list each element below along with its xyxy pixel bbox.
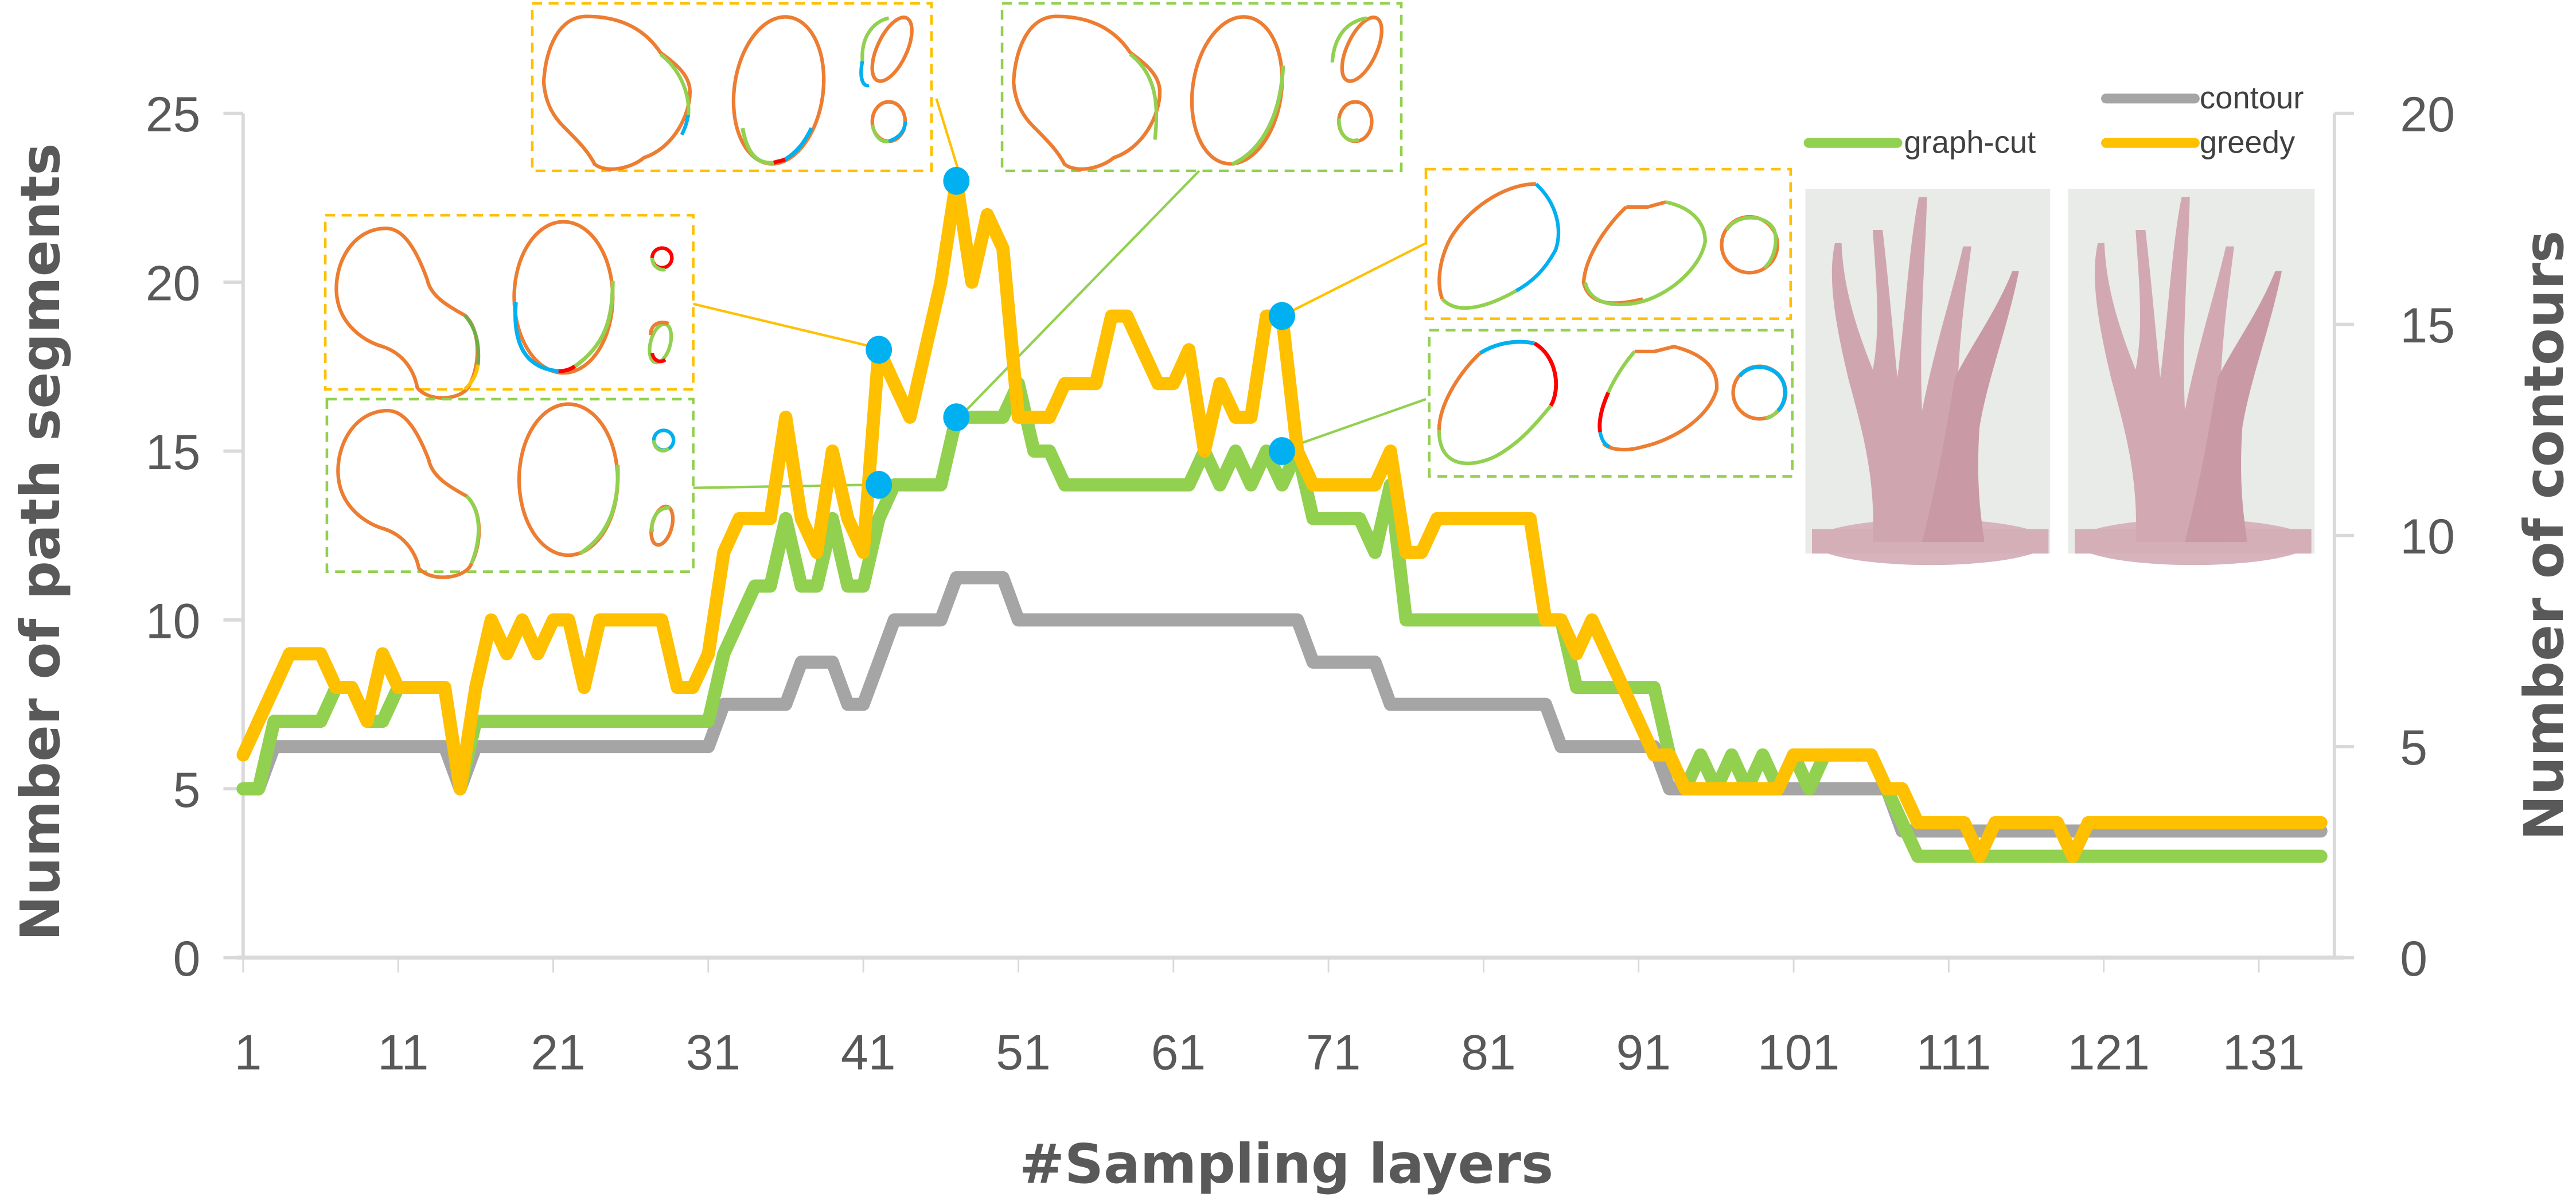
highlight-markers (866, 167, 1295, 499)
x-tick-label: 41 (841, 1025, 896, 1080)
highlight-marker-graph-cut-42 (866, 470, 893, 499)
y-tick-label-left: 0 (173, 931, 201, 986)
y-tick-label-left: 15 (146, 425, 201, 480)
leader-line-greedy-47 (935, 98, 962, 180)
y-axis-title-left: Number of path segments (9, 143, 72, 941)
inset-graphcut-layer-42 (325, 397, 695, 579)
x-tick-label: 81 (1461, 1025, 1516, 1080)
x-tick-label: 21 (531, 1025, 586, 1080)
inset-graphcut-layer-47 (1000, 2, 1403, 173)
x-tick-label: 91 (1616, 1025, 1671, 1080)
photo-printed-model-right (2068, 189, 2315, 566)
x-tick-label: 11 (377, 1025, 428, 1080)
x-axis-title: #Sampling layers (1019, 1133, 1554, 1196)
leader-line-greedy-42 (693, 302, 886, 352)
inset-greedy-layer-68 (1424, 167, 1792, 320)
leader-line-graphcut-42 (693, 483, 886, 489)
inset-boxes (324, 2, 1794, 579)
x-tick-label: 101 (1757, 1025, 1840, 1080)
inset-graphcut-layer-68 (1428, 329, 1794, 478)
highlight-marker-graph-cut-47 (943, 403, 970, 431)
x-tick-label: 131 (2223, 1025, 2305, 1080)
y-tick-label-right: 0 (2400, 931, 2427, 986)
photo-printed-model-left (1805, 189, 2051, 566)
x-tick-label: 71 (1306, 1025, 1361, 1080)
x-tick-label: 121 (2068, 1025, 2150, 1080)
x-tick-label: 31 (686, 1025, 741, 1080)
y-tick-label-right: 5 (2400, 720, 2427, 775)
highlight-marker-greedy-47 (943, 167, 970, 195)
leader-line-greedy-68 (1285, 241, 1427, 315)
inset-greedy-layer-42 (324, 213, 695, 400)
legend-label-contour: contour (2200, 80, 2304, 115)
y-axis-title-right: Number of contours (2513, 231, 2576, 840)
highlight-marker-greedy-68 (1269, 302, 1295, 330)
legend: contour graph-cut greedy (1803, 80, 2304, 159)
x-tick-label: 1 (235, 1025, 262, 1080)
x-tick-label: 61 (1151, 1025, 1206, 1080)
y-tick-label-right: 10 (2400, 509, 2455, 564)
y-tick-label-left: 10 (146, 594, 201, 649)
x-tick-label: 51 (996, 1025, 1051, 1080)
highlight-marker-graph-cut-68 (1269, 437, 1295, 465)
leader-line-graphcut-47 (960, 170, 1201, 417)
legend-label-graph-cut: graph-cut (1904, 124, 2036, 159)
legend-label-greedy: greedy (2200, 124, 2296, 159)
y-tick-label-right: 20 (2400, 87, 2455, 142)
y-tick-label-left: 5 (173, 763, 201, 818)
inset-greedy-layer-47 (531, 2, 933, 173)
leader-line-graphcut-68 (1285, 397, 1427, 450)
y-tick-label-left: 25 (146, 87, 201, 142)
y-tick-label-left: 20 (146, 256, 201, 311)
y-tick-label-right: 15 (2400, 298, 2455, 353)
highlight-marker-greedy-42 (866, 336, 893, 364)
x-tick-label: 111 (1916, 1025, 1992, 1080)
